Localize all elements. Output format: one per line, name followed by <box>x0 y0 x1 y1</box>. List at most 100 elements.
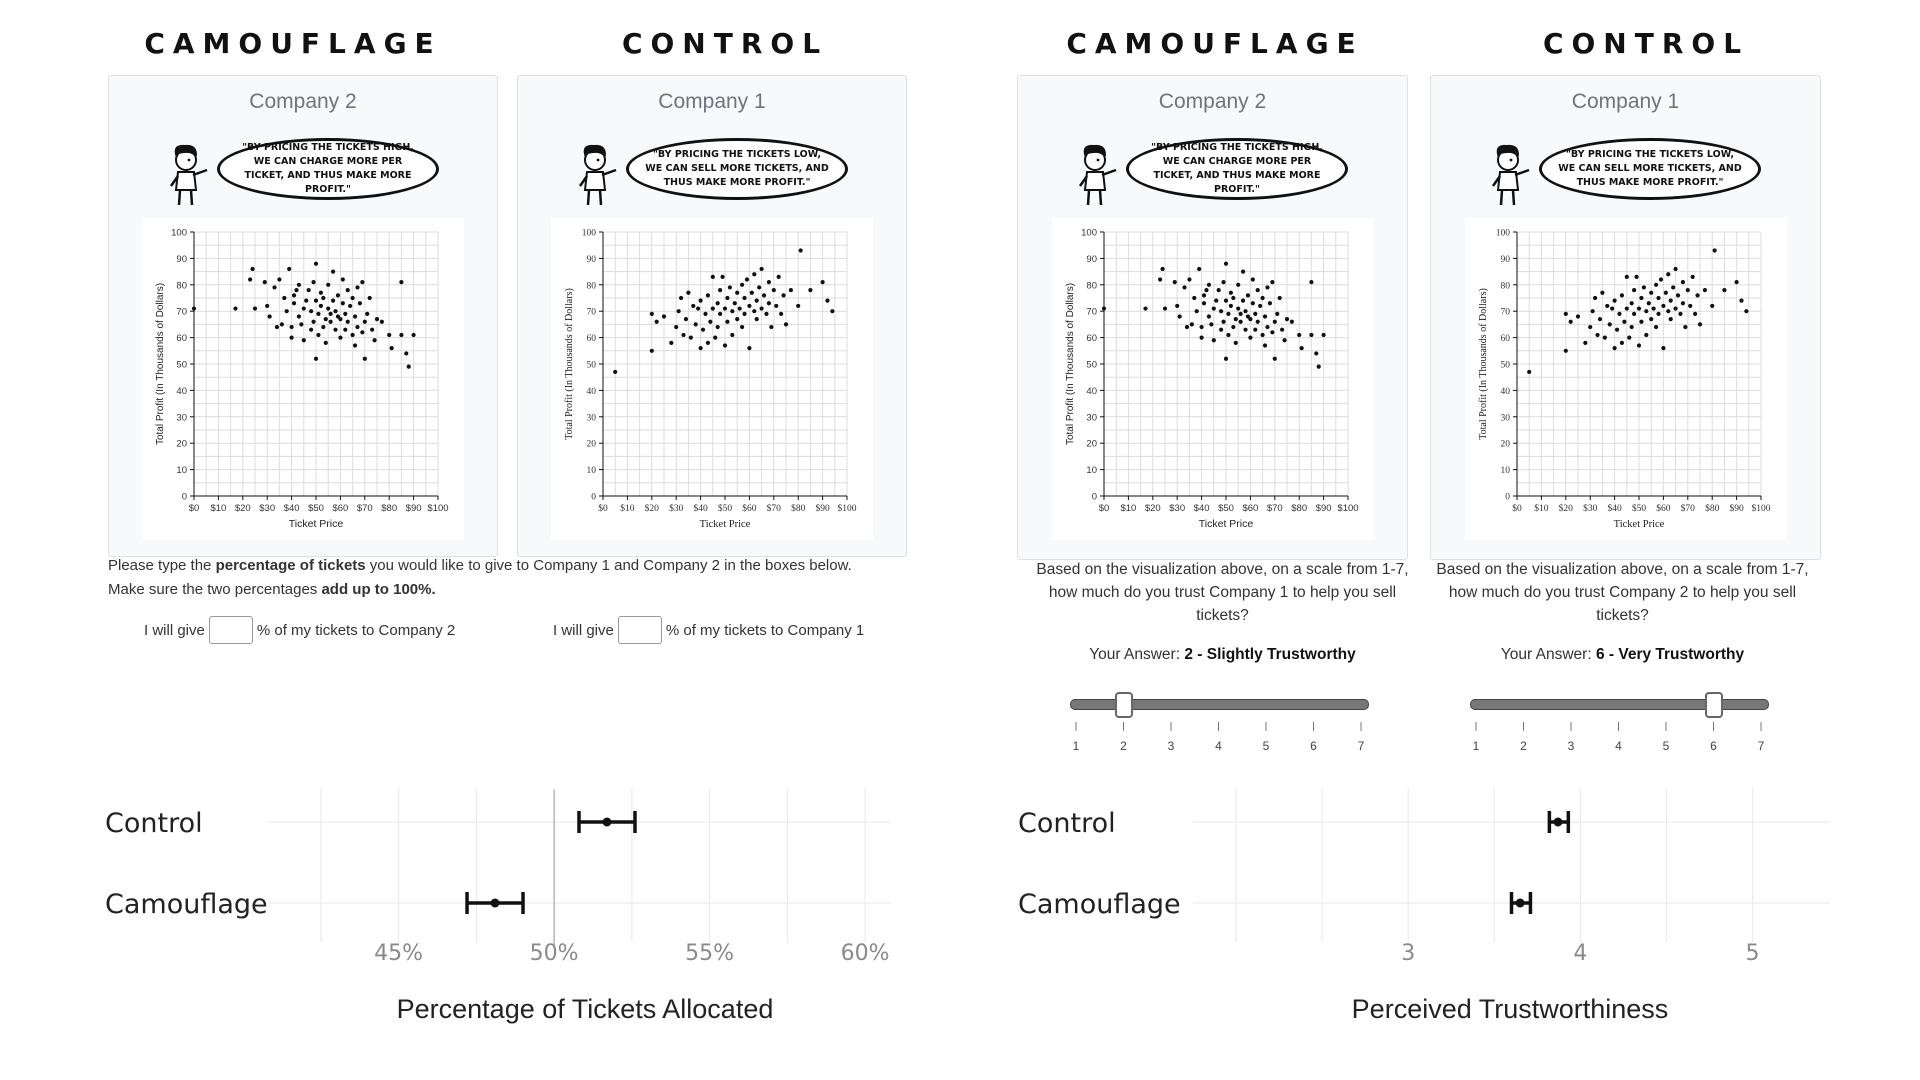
y-tick-label: 80 <box>1501 281 1511 291</box>
data-point <box>1658 277 1664 282</box>
data-point <box>1634 274 1639 279</box>
data-point <box>296 282 302 287</box>
data-point <box>830 309 835 314</box>
y-tick-label: 90 <box>176 254 187 265</box>
y-tick-label: 40 <box>176 386 187 397</box>
data-point <box>326 306 331 311</box>
data-point <box>1629 301 1634 306</box>
answer-prefix: Your Answer: <box>1500 646 1596 663</box>
scatter-chart: 0 10 20 30 40 50 60 70 80 90 100 $0 $10 $20 $30 $40 $50 $… <box>142 218 464 540</box>
data-point <box>1612 346 1617 351</box>
data-point <box>742 295 747 301</box>
y-tick-label: 0 <box>182 492 187 503</box>
y-tick-label: 90 <box>1501 255 1511 265</box>
data-point <box>1189 322 1194 327</box>
data-point <box>1649 317 1654 322</box>
data-point <box>326 282 331 287</box>
data-point <box>1614 327 1620 332</box>
data-point <box>406 364 411 369</box>
data-point <box>1238 319 1243 324</box>
x-tick-label: $100 <box>1337 503 1358 514</box>
data-point <box>710 306 715 311</box>
x-axis-title: Ticket Price <box>700 519 751 530</box>
data-point <box>693 322 698 327</box>
row-label: Camouflage <box>105 889 268 920</box>
percentage-input-company-2[interactable] <box>208 616 253 644</box>
slider-track[interactable] <box>1070 699 1369 710</box>
y-tick-label: 60 <box>587 334 597 344</box>
y-tick-label: 50 <box>1501 361 1511 371</box>
data-point <box>1583 340 1588 345</box>
data-point <box>720 274 725 279</box>
data-point <box>311 319 316 324</box>
data-point <box>1527 369 1532 375</box>
header-camouflage-left: CAMOUFLAGE <box>144 27 442 60</box>
y-tick-label: 20 <box>1086 439 1097 450</box>
allocation-company-1: I will give % of my tickets to Company 1 <box>553 616 864 644</box>
data-point <box>311 280 316 285</box>
data-point <box>1644 332 1649 338</box>
data-point <box>747 346 752 351</box>
cartoon-character-icon <box>1491 144 1530 206</box>
data-point <box>705 293 711 298</box>
data-point <box>250 266 255 272</box>
data-point <box>1182 285 1187 290</box>
x-tick-label: $50 <box>718 503 733 514</box>
percentage-input-company-1[interactable] <box>617 616 662 644</box>
x-tick-label: 55% <box>685 941 734 966</box>
data-point <box>365 311 370 316</box>
data-point <box>1739 298 1744 303</box>
y-tick-label: 40 <box>587 387 597 397</box>
slider-thumb[interactable] <box>1114 692 1133 718</box>
data-point <box>1228 303 1233 309</box>
data-point <box>1275 311 1280 316</box>
data-point <box>1712 248 1717 253</box>
scale-label: 1 <box>1473 739 1480 753</box>
dot-plot-2-x-title: Perceived Trustworthiness <box>1351 994 1669 1024</box>
data-point <box>708 319 713 324</box>
header-camouflage-right: CAMOUFLAGE <box>1066 27 1364 60</box>
data-point <box>1219 327 1224 332</box>
data-point <box>1636 343 1642 348</box>
data-point <box>1661 303 1666 309</box>
x-tick-label: $0 <box>1099 503 1110 514</box>
data-point <box>399 280 404 285</box>
x-tick-label: 3 <box>1401 941 1415 966</box>
data-point <box>1627 335 1632 340</box>
data-point <box>348 303 353 309</box>
data-point <box>1250 277 1255 282</box>
company-card: Company 1 "BY PRICING THE TICKETS LOW, WE… <box>517 75 907 557</box>
data-point <box>1240 298 1246 303</box>
slider-track[interactable] <box>1470 699 1769 710</box>
y-axis-title: Total Profit (In Thousands of Dollars) <box>155 283 166 445</box>
data-point <box>1172 280 1177 285</box>
y-tick-label: 100 <box>1496 229 1511 239</box>
slider-thumb[interactable] <box>1704 692 1723 718</box>
data-point <box>1267 301 1273 306</box>
x-tick-label: $20 <box>235 503 251 514</box>
y-tick-label: 80 <box>587 281 597 291</box>
x-tick-label: $80 <box>381 503 397 514</box>
data-point <box>362 356 367 361</box>
data-point <box>808 287 813 293</box>
data-point <box>301 306 306 311</box>
scale-label: 2 <box>1120 739 1127 753</box>
data-point <box>1262 314 1268 319</box>
x-axis-title: Ticket Price <box>289 518 344 530</box>
data-point <box>350 295 355 301</box>
allocation-company-2: I will give % of my tickets to Company 2 <box>144 616 455 644</box>
data-point <box>1233 340 1238 345</box>
x-tick-label: $0 <box>1512 503 1522 514</box>
data-point <box>1280 327 1285 332</box>
data-point <box>333 309 338 314</box>
y-tick-label: 50 <box>587 361 597 371</box>
data-point <box>1214 298 1219 303</box>
data-point <box>343 311 348 316</box>
scatter-chart: 0 10 20 30 40 50 60 70 80 90 100 $0 $10 $20 $30 $40 $50 $… <box>1465 218 1787 540</box>
data-point <box>1316 364 1321 369</box>
data-point <box>1563 348 1568 353</box>
data-point <box>1590 309 1595 314</box>
data-point <box>649 348 654 353</box>
data-point <box>289 335 294 340</box>
data-point <box>688 335 693 340</box>
